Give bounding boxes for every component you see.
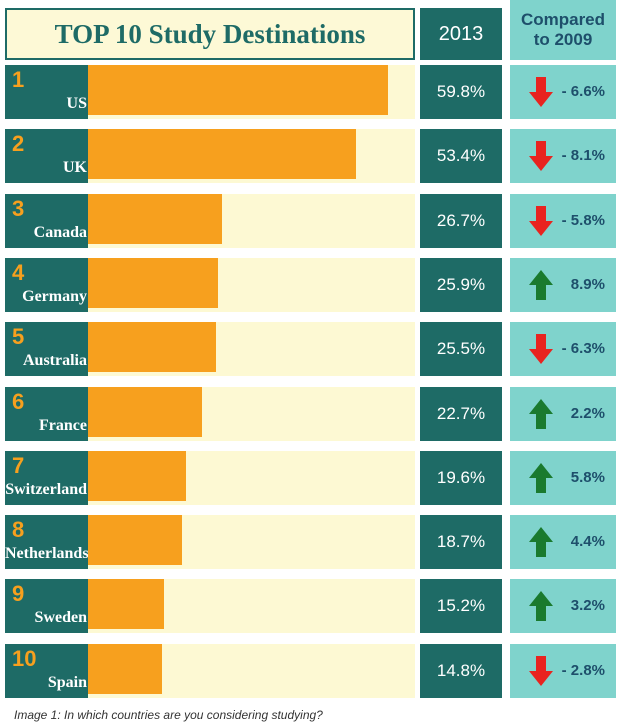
rank-box: [5, 450, 88, 505]
rank: 10: [12, 645, 37, 671]
change-label: 8.9%: [570, 275, 605, 293]
value-label: 22.7%: [420, 386, 502, 441]
country-label: France: [39, 416, 87, 434]
change-cell: [510, 643, 616, 698]
value-label: 59.8%: [420, 65, 502, 119]
change-label: - 2.8%: [561, 661, 605, 679]
column-header: Compared to 2009: [510, 0, 616, 60]
country-label: UK: [63, 159, 87, 177]
change-arrow: [529, 269, 553, 300]
arrow-shape: [529, 205, 553, 236]
rank: 7: [12, 452, 25, 478]
change-cell: [510, 257, 616, 312]
arrow-shape: [529, 591, 553, 622]
change-label: - 6.3%: [561, 340, 605, 358]
country-label: Australia: [23, 352, 87, 370]
country-label: Spain: [47, 673, 87, 691]
change-arrow: [529, 655, 553, 686]
arrow-shape: [529, 269, 553, 300]
change-cell: [510, 579, 616, 634]
rank-box: [5, 386, 88, 441]
bar: [88, 193, 222, 244]
column-header: 2013: [420, 8, 502, 60]
rank-box: [5, 322, 88, 377]
bar: [88, 515, 182, 566]
rank: 5: [12, 324, 25, 350]
bar: [88, 129, 356, 180]
value-label: 25.5%: [420, 322, 502, 377]
value-label: 26.7%: [420, 193, 502, 248]
country-label: Netherlands: [5, 545, 89, 563]
arrow-shape: [529, 655, 553, 686]
arrow-shape: [529, 141, 553, 172]
rank-box: [5, 643, 88, 698]
chart-title: TOP 10 Study Destinations: [5, 8, 415, 60]
change-cell: [510, 322, 616, 377]
bar: [88, 322, 216, 373]
rank: 4: [12, 259, 25, 285]
change-label: 5.8%: [570, 468, 605, 486]
caption: Image 1: In which countries are you cons…: [14, 708, 323, 722]
country-label: Sweden: [34, 609, 87, 627]
value-label: 19.6%: [420, 450, 502, 505]
bar: [88, 257, 218, 308]
rank-box: [5, 129, 88, 184]
bar: [88, 643, 163, 694]
change-cell: [510, 129, 616, 184]
arrow-shape: [529, 462, 553, 493]
arrow-shape: [529, 527, 553, 558]
rank: 9: [12, 581, 25, 607]
arrow-shape: [529, 77, 553, 107]
country-label: US: [66, 95, 87, 112]
change-label: - 8.1%: [561, 147, 605, 165]
rank: 1: [12, 67, 25, 92]
change-cell: [510, 450, 616, 505]
value-label: 18.7%: [420, 515, 502, 570]
rank: 8: [12, 517, 25, 543]
change-arrow: [529, 334, 553, 365]
country-label: Germany: [22, 287, 87, 305]
rank: 6: [12, 388, 25, 414]
change-arrow: [529, 462, 553, 493]
value-label: 14.8%: [420, 643, 502, 698]
bar: [88, 386, 202, 437]
change-arrow: [529, 77, 553, 107]
change-label: - 5.8%: [561, 211, 605, 229]
bar: [88, 450, 187, 501]
value-label: 53.4%: [420, 129, 502, 184]
rank: 2: [12, 131, 25, 157]
change-arrow: [529, 205, 553, 236]
change-arrow: [529, 141, 553, 172]
change-cell: [510, 65, 616, 119]
change-cell: [510, 515, 616, 570]
rank-box: [5, 579, 88, 634]
change-label: 3.2%: [570, 597, 605, 615]
change-label: 4.4%: [570, 533, 605, 551]
arrow-shape: [529, 334, 553, 365]
change-label: - 6.6%: [561, 83, 605, 100]
rank-box: [5, 65, 88, 119]
arrow-shape: [529, 398, 553, 429]
bar: [88, 579, 165, 630]
country-label: Switzerland: [5, 480, 87, 498]
change-arrow: [529, 527, 553, 558]
value-label: 15.2%: [420, 579, 502, 634]
change-cell: [510, 193, 616, 248]
rank-box: [5, 257, 88, 312]
change-arrow: [529, 591, 553, 622]
bar: [88, 65, 388, 115]
rank: 3: [12, 195, 25, 221]
change-label: 2.2%: [570, 404, 605, 422]
change-arrow: [529, 398, 553, 429]
country-label: Canada: [33, 223, 87, 241]
rank-box: [5, 193, 88, 248]
rank-box: [5, 515, 88, 570]
change-cell: [510, 386, 616, 441]
value-label: 25.9%: [420, 257, 502, 312]
